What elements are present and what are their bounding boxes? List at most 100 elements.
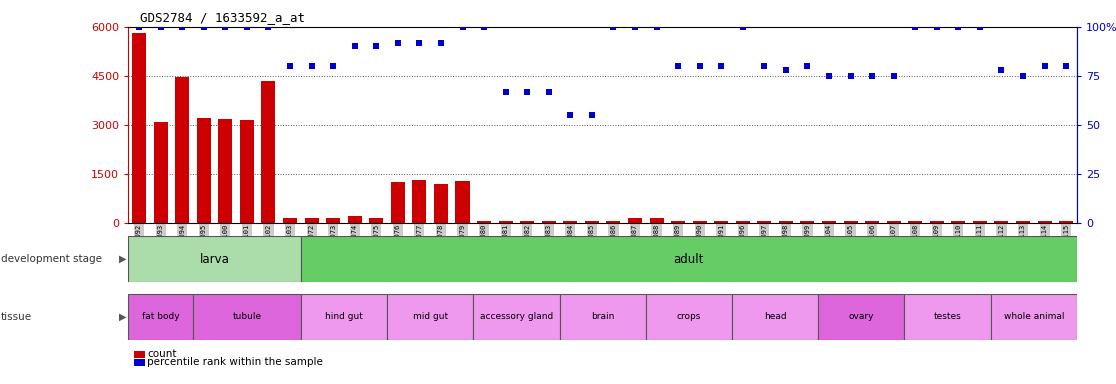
Bar: [261, 81, 276, 223]
Text: brain: brain: [591, 312, 614, 321]
Point: [841, 73, 859, 79]
Text: percentile rank within the sample: percentile rank within the sample: [147, 358, 324, 367]
Point: [540, 88, 558, 94]
Point: [971, 24, 989, 30]
Bar: [520, 221, 535, 223]
Bar: [154, 121, 167, 223]
Bar: [301, 236, 1077, 282]
Point: [992, 67, 1010, 73]
Point: [1036, 63, 1054, 69]
Point: [173, 24, 191, 30]
Bar: [455, 181, 470, 223]
Point: [927, 24, 945, 30]
Bar: [564, 221, 577, 223]
Point: [217, 24, 234, 30]
Bar: [128, 236, 301, 282]
Bar: [196, 118, 211, 223]
Point: [238, 24, 256, 30]
Bar: [606, 221, 620, 223]
Point: [734, 24, 752, 30]
Point: [799, 63, 817, 69]
Bar: [671, 221, 685, 223]
Text: testes: testes: [934, 312, 962, 321]
Text: larva: larva: [200, 253, 230, 266]
Bar: [240, 120, 254, 223]
Point: [691, 63, 709, 69]
Bar: [822, 221, 836, 223]
Point: [302, 63, 320, 69]
Bar: [193, 294, 301, 340]
Point: [885, 73, 903, 79]
Point: [626, 24, 644, 30]
Point: [367, 43, 385, 50]
Bar: [559, 294, 646, 340]
Bar: [908, 221, 922, 223]
Bar: [714, 221, 729, 223]
Point: [281, 63, 299, 69]
Bar: [283, 218, 297, 223]
Point: [518, 88, 536, 94]
Point: [820, 73, 838, 79]
Bar: [387, 294, 473, 340]
Point: [756, 63, 773, 69]
Point: [195, 24, 213, 30]
Point: [346, 43, 364, 50]
Bar: [499, 221, 512, 223]
Text: adult: adult: [674, 253, 704, 266]
Point: [670, 63, 687, 69]
Bar: [887, 221, 901, 223]
Bar: [391, 182, 405, 223]
Bar: [973, 221, 987, 223]
Point: [432, 40, 450, 46]
Bar: [175, 78, 190, 223]
Point: [131, 24, 148, 30]
Point: [1014, 73, 1032, 79]
Text: count: count: [147, 349, 176, 359]
Text: tissue: tissue: [1, 312, 32, 322]
Point: [605, 24, 623, 30]
Text: mid gut: mid gut: [413, 312, 448, 321]
Point: [453, 24, 471, 30]
Point: [497, 88, 514, 94]
Bar: [732, 294, 818, 340]
Bar: [693, 221, 706, 223]
Bar: [628, 218, 642, 223]
Bar: [477, 221, 491, 223]
Bar: [735, 221, 750, 223]
Text: fat body: fat body: [142, 312, 180, 321]
Bar: [646, 294, 732, 340]
Bar: [301, 294, 387, 340]
Point: [325, 63, 343, 69]
Bar: [951, 221, 965, 223]
Bar: [994, 221, 1009, 223]
Text: whole animal: whole animal: [1003, 312, 1064, 321]
Point: [475, 24, 493, 30]
Bar: [818, 294, 904, 340]
Point: [583, 112, 600, 118]
Bar: [413, 180, 426, 223]
Bar: [128, 294, 193, 340]
Bar: [650, 218, 664, 223]
Bar: [1016, 221, 1030, 223]
Bar: [865, 221, 879, 223]
Bar: [132, 33, 146, 223]
Bar: [434, 184, 448, 223]
Bar: [758, 221, 771, 223]
Text: tubule: tubule: [232, 312, 261, 321]
Bar: [369, 218, 383, 223]
Bar: [991, 294, 1077, 340]
Bar: [844, 221, 857, 223]
Text: development stage: development stage: [1, 254, 103, 264]
Point: [411, 40, 429, 46]
Bar: [585, 221, 599, 223]
Text: crops: crops: [676, 312, 701, 321]
Text: ▶: ▶: [118, 254, 126, 264]
Text: ▶: ▶: [118, 312, 126, 322]
Text: accessory gland: accessory gland: [480, 312, 554, 321]
Bar: [348, 216, 362, 223]
Bar: [930, 221, 944, 223]
Bar: [779, 221, 792, 223]
Point: [388, 40, 406, 46]
Point: [1057, 63, 1075, 69]
Text: ovary: ovary: [848, 312, 874, 321]
